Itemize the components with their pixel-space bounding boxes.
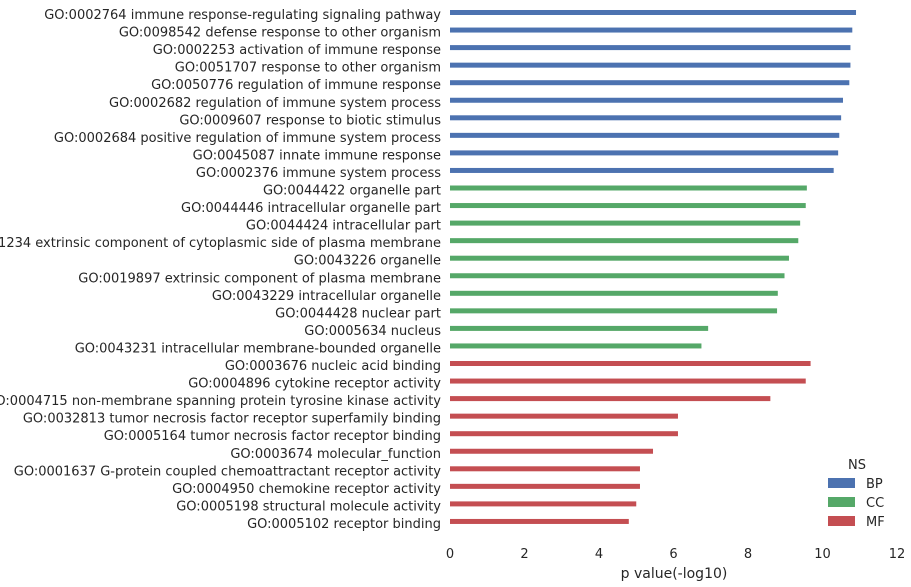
category-label: GO:0003674 molecular_function — [230, 447, 441, 462]
category-label: GO:0044446 intracellular organelle part — [181, 201, 441, 216]
category-label: GO:0005634 nucleus — [304, 324, 441, 339]
bar-bp — [450, 115, 842, 121]
bar-cc — [450, 343, 702, 349]
bar-mf — [450, 518, 629, 524]
bar-cc — [450, 203, 806, 209]
category-label: GO:0002682 regulation of immune system p… — [109, 96, 441, 111]
category-label: GO:0005198 structural molecule activity — [176, 499, 441, 514]
category-label: GO:0004715 non-membrane spanning protein… — [0, 394, 441, 409]
bar-bp — [450, 45, 851, 51]
bar-mf — [450, 431, 678, 437]
legend-swatch-mf — [828, 516, 855, 526]
category-label: GO:0044422 organelle part — [263, 184, 441, 199]
category-label: GO:0005102 receptor binding — [247, 517, 441, 532]
category-label: GO:0002684 positive regulation of immune… — [54, 131, 441, 146]
category-label: GO:0005164 tumor necrosis factor recepto… — [104, 429, 441, 444]
bar-mf — [450, 413, 678, 419]
category-label: GO:0019897 extrinsic component of plasma… — [78, 271, 441, 286]
bar-bp — [450, 27, 853, 33]
legend-label-bp: BP — [866, 477, 883, 492]
bar-bp — [450, 10, 857, 15]
category-label: GO:0043231 intracellular membrane-bounde… — [75, 341, 441, 356]
category-labels-group: GO:0002764 immune response-regulating si… — [0, 8, 441, 532]
bar-mf — [450, 378, 806, 384]
x-tick-label: 12 — [889, 547, 906, 562]
bar-cc — [450, 325, 709, 331]
bar-bp — [450, 150, 839, 156]
bar-cc — [450, 273, 785, 279]
category-label: GO:0004950 chemokine receptor activity — [172, 482, 441, 497]
category-label: GO:0001637 G-protein coupled chemoattrac… — [14, 464, 442, 479]
x-tick-label: 4 — [595, 547, 603, 562]
bar-mf — [450, 448, 654, 454]
bar-mf — [450, 396, 771, 402]
x-tick-label: 8 — [744, 547, 752, 562]
bar-cc — [450, 185, 807, 191]
legend-swatch-cc — [828, 497, 855, 507]
category-label: GO:0003676 nucleic acid binding — [225, 359, 441, 374]
x-tick-label: 2 — [520, 547, 528, 562]
bar-cc — [450, 308, 778, 314]
bar-bp — [450, 97, 843, 103]
bar-bp — [450, 80, 850, 86]
category-label: GO:0002764 immune response-regulating si… — [44, 8, 441, 23]
bar-bp — [450, 132, 840, 138]
category-label: GO:0043226 organelle — [294, 254, 441, 269]
bar-cc — [450, 255, 789, 261]
category-label: GO:0009607 response to biotic stimulus — [179, 113, 441, 128]
category-label: GO:0043229 intracellular organelle — [212, 289, 441, 304]
bars-group — [450, 10, 857, 524]
category-label: GO:0002253 activation of immune response — [153, 43, 441, 58]
bar-mf — [450, 483, 640, 489]
bar-mf — [450, 466, 640, 472]
bar-cc — [450, 238, 799, 244]
legend-label-mf: MF — [866, 515, 885, 530]
category-label: GO:0004896 cytokine receptor activity — [188, 377, 441, 392]
x-axis-ticks-group: 0 2 4 6 8 10 12 — [446, 547, 905, 562]
legend-title: NS — [848, 458, 866, 473]
x-tick-label: 10 — [814, 547, 831, 562]
legend-swatch-bp — [828, 478, 855, 488]
category-label: GO:0044428 nuclear part — [275, 306, 441, 321]
bar-cc — [450, 220, 801, 226]
x-axis-title: p value(-log10) — [621, 566, 728, 582]
category-label: GO:0050776 regulation of immune response — [151, 78, 441, 93]
bar-mf — [450, 361, 811, 366]
bar-bp — [450, 167, 834, 173]
legend-label-cc: CC — [866, 496, 884, 511]
category-label: GO:0098542 defense response to other org… — [119, 26, 441, 41]
category-label: GO:0044424 intracellular part — [246, 219, 441, 234]
category-label: GO:0051707 response to other organism — [175, 61, 441, 76]
legend-entries-group: BP CC MF — [828, 477, 885, 530]
x-tick-label: 0 — [446, 547, 454, 562]
bar-bp — [450, 62, 851, 68]
category-label: GO:0045087 innate immune response — [193, 148, 441, 163]
category-label: GO:0032813 tumor necrosis factor recepto… — [23, 412, 441, 427]
bar-cc — [450, 290, 778, 296]
bar-mf — [450, 501, 637, 507]
legend: NS BP CC MF — [828, 458, 885, 530]
category-label: GO:0031234 extrinsic component of cytopl… — [0, 236, 441, 251]
x-tick-label: 6 — [669, 547, 677, 562]
category-label: GO:0002376 immune system process — [196, 166, 441, 181]
